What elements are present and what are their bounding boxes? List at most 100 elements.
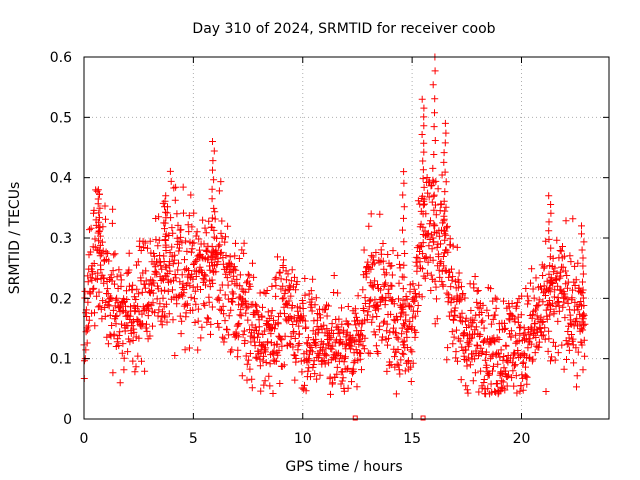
data-point xyxy=(353,383,361,391)
data-point xyxy=(267,330,275,338)
data-point xyxy=(387,361,395,369)
data-point xyxy=(217,249,224,257)
data-point xyxy=(217,229,225,237)
data-point xyxy=(150,279,158,287)
data-point xyxy=(368,318,376,326)
data-point xyxy=(520,350,528,358)
data-point xyxy=(243,304,251,312)
data-point xyxy=(324,340,332,348)
data-point xyxy=(501,319,508,327)
data-point xyxy=(443,222,451,230)
data-point xyxy=(134,317,142,325)
data-point xyxy=(514,318,522,326)
data-point xyxy=(414,302,422,309)
data-point xyxy=(337,380,345,388)
data-point xyxy=(495,388,503,396)
data-point xyxy=(125,249,133,257)
data-point xyxy=(469,377,477,385)
data-point xyxy=(383,327,391,335)
data-point xyxy=(516,330,524,338)
data-point xyxy=(214,255,222,263)
data-point xyxy=(251,342,259,350)
data-point xyxy=(328,345,336,353)
data-point xyxy=(571,262,579,270)
data-point xyxy=(248,321,256,329)
data-point xyxy=(118,349,126,357)
data-point xyxy=(512,331,520,339)
data-point xyxy=(529,355,537,363)
data-point xyxy=(418,131,426,138)
data-point xyxy=(115,266,123,274)
data-point xyxy=(338,320,346,328)
data-point xyxy=(234,321,242,329)
data-point xyxy=(110,330,118,338)
data-point xyxy=(95,246,103,254)
data-point xyxy=(271,275,279,283)
data-point xyxy=(267,312,275,320)
data-point xyxy=(375,258,383,266)
data-point xyxy=(138,310,146,318)
data-point xyxy=(396,264,404,272)
data-point xyxy=(95,237,103,245)
data-point xyxy=(354,316,361,324)
data-point xyxy=(177,226,185,234)
data-point xyxy=(500,326,508,333)
data-point xyxy=(519,358,527,366)
data-point xyxy=(487,320,495,328)
data-point xyxy=(553,298,561,306)
data-point xyxy=(421,200,428,208)
data-point xyxy=(125,266,133,274)
data-point xyxy=(547,209,555,217)
data-point xyxy=(432,211,440,219)
data-point xyxy=(579,254,587,262)
data-point xyxy=(260,288,268,296)
data-point xyxy=(530,294,538,302)
data-point xyxy=(444,298,452,306)
data-point xyxy=(149,299,157,307)
data-point xyxy=(549,338,557,346)
data-point xyxy=(423,174,431,181)
data-point xyxy=(382,279,390,287)
data-point xyxy=(502,367,510,375)
data-points xyxy=(80,53,589,421)
data-point xyxy=(443,356,451,364)
data-point xyxy=(192,300,200,308)
data-point xyxy=(186,282,194,290)
data-point xyxy=(561,267,569,275)
data-point xyxy=(107,271,115,279)
data-point xyxy=(97,266,105,274)
data-point xyxy=(415,281,423,289)
data-point xyxy=(172,274,180,282)
data-point xyxy=(193,228,201,236)
data-point xyxy=(407,363,415,371)
data-point xyxy=(432,283,440,291)
data-point xyxy=(367,265,375,273)
data-point xyxy=(478,309,486,316)
data-point xyxy=(164,287,172,295)
data-point xyxy=(90,260,98,267)
data-point xyxy=(84,298,92,306)
data-point xyxy=(390,300,398,308)
data-point xyxy=(156,300,164,308)
data-point xyxy=(483,361,491,369)
data-point xyxy=(173,234,181,242)
data-point xyxy=(430,123,438,131)
data-point xyxy=(391,353,398,361)
data-point xyxy=(345,321,353,329)
data-point xyxy=(567,258,575,266)
data-point xyxy=(308,348,316,356)
data-point xyxy=(555,307,563,315)
data-point xyxy=(231,252,239,260)
data-point xyxy=(208,243,216,251)
data-point xyxy=(403,333,411,341)
data-point xyxy=(256,362,264,370)
data-point xyxy=(489,315,497,323)
data-point xyxy=(320,321,328,329)
data-point xyxy=(301,275,309,282)
data-point xyxy=(374,281,381,288)
data-point xyxy=(365,222,373,230)
data-point xyxy=(304,355,312,363)
y-tick-label: 0.2 xyxy=(50,291,72,307)
data-point xyxy=(162,300,170,308)
data-point xyxy=(244,270,252,278)
